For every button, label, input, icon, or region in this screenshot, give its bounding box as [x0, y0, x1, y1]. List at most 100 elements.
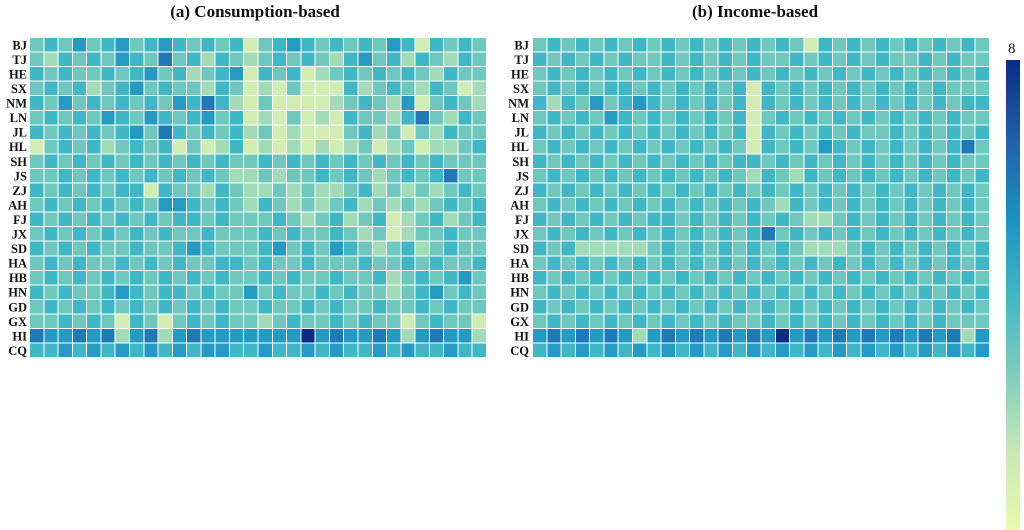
- heatmap-cell: [561, 125, 575, 139]
- heatmap-cell: [590, 227, 604, 241]
- heatmap-cell: [458, 67, 472, 81]
- heatmap-cell: [675, 81, 690, 96]
- heatmap-cell: [832, 329, 847, 343]
- heatmap-cell: [172, 314, 187, 328]
- heatmap-cell: [890, 227, 904, 241]
- heatmap-cell: [272, 110, 287, 125]
- row-label: ZJ: [12, 184, 27, 198]
- heatmap-cell: [618, 139, 632, 154]
- heatmap-cell: [975, 329, 989, 343]
- heatmap-cell: [329, 81, 344, 96]
- heatmap-cell: [775, 96, 790, 110]
- heatmap-cell: [144, 343, 158, 358]
- heatmap-cell: [818, 139, 832, 154]
- heatmap-cell: [975, 110, 989, 125]
- row-label: SX: [513, 82, 529, 96]
- row-label: SH: [512, 155, 529, 169]
- heatmap-cell: [547, 329, 561, 343]
- heatmap-cell: [890, 154, 904, 168]
- heatmap-cell: [604, 110, 618, 125]
- heatmap-cell: [458, 38, 472, 52]
- heatmap-cell: [961, 81, 975, 96]
- row-label: HB: [511, 271, 529, 285]
- heatmap-cell: [258, 227, 272, 241]
- heatmap-cell: [172, 96, 187, 110]
- heatmap-cell: [172, 256, 187, 270]
- heatmap-cell: [590, 299, 604, 314]
- heatmap-cell: [547, 183, 561, 198]
- heatmap-cell: [415, 38, 429, 52]
- heatmap-cell: [604, 38, 618, 52]
- heatmap-cell: [72, 125, 87, 139]
- heatmap-cell: [215, 198, 229, 212]
- heatmap-cell: [258, 183, 272, 198]
- heatmap-cell: [158, 125, 172, 139]
- heatmap-cell: [890, 241, 904, 256]
- heatmap-cell: [187, 81, 201, 96]
- heatmap-cell: [932, 329, 947, 343]
- heatmap-cell: [947, 38, 961, 52]
- row-label: TJ: [514, 53, 529, 67]
- heatmap-cell: [890, 52, 904, 67]
- heatmap-cell: [429, 270, 444, 285]
- heatmap-cell: [72, 241, 87, 256]
- heatmap-cell: [932, 241, 947, 256]
- heatmap-cell: [647, 183, 661, 198]
- heatmap-cell: [875, 154, 890, 168]
- heatmap-cell: [761, 314, 775, 328]
- heatmap-cell: [818, 81, 832, 96]
- heatmap-cell: [918, 241, 932, 256]
- heatmap-cell: [747, 241, 761, 256]
- heatmap-cell: [30, 299, 44, 314]
- heatmap-cell: [372, 212, 387, 227]
- heatmap-cell: [604, 81, 618, 96]
- heatmap-cell: [444, 154, 458, 168]
- heatmap-cell: [804, 96, 818, 110]
- heatmap-cell: [832, 343, 847, 358]
- heatmap-cell: [158, 110, 172, 125]
- heatmap-cell: [847, 38, 861, 52]
- heatmap-cell: [30, 38, 44, 52]
- heatmap-cell: [87, 329, 101, 343]
- row-label: JL: [12, 126, 27, 140]
- heatmap-cell: [58, 96, 72, 110]
- heatmap-cell: [272, 81, 287, 96]
- heatmap-cell: [747, 125, 761, 139]
- heatmap-cell: [918, 110, 932, 125]
- heatmap-cell: [358, 38, 372, 52]
- heatmap-cell: [918, 343, 932, 358]
- heatmap-cell: [847, 139, 861, 154]
- heatmap-cell: [129, 343, 144, 358]
- heatmap-cell: [533, 168, 547, 183]
- heatmap-cell: [72, 81, 87, 96]
- heatmap-cell: [932, 198, 947, 212]
- heatmap-cell: [44, 212, 58, 227]
- heatmap-cell: [661, 96, 675, 110]
- heatmap-cell: [561, 270, 575, 285]
- heatmap-cell: [87, 212, 101, 227]
- heatmap-cell: [287, 125, 301, 139]
- heatmap-cell: [101, 38, 115, 52]
- heatmap-cell: [158, 96, 172, 110]
- heatmap-cell: [632, 67, 647, 81]
- heatmap-cell: [115, 52, 129, 67]
- heatmap-cell: [215, 256, 229, 270]
- heatmap-cell: [818, 168, 832, 183]
- heatmap-cell: [315, 314, 329, 328]
- heatmap-cell: [458, 139, 472, 154]
- row-label: HN: [510, 286, 529, 300]
- heatmap-cell: [975, 299, 989, 314]
- heatmap-cell: [201, 270, 215, 285]
- heatmap-cell: [172, 299, 187, 314]
- heatmap-cell: [301, 285, 315, 299]
- heatmap-cell: [575, 183, 590, 198]
- heatmap-cell: [415, 110, 429, 125]
- heatmap-cell: [301, 270, 315, 285]
- heatmap-cell: [533, 212, 547, 227]
- heatmap-cell: [158, 38, 172, 52]
- heatmap-cell: [72, 183, 87, 198]
- heatmap-cell: [561, 154, 575, 168]
- heatmap-cell: [115, 168, 129, 183]
- heatmap-cell: [401, 270, 415, 285]
- heatmap-cell: [890, 67, 904, 81]
